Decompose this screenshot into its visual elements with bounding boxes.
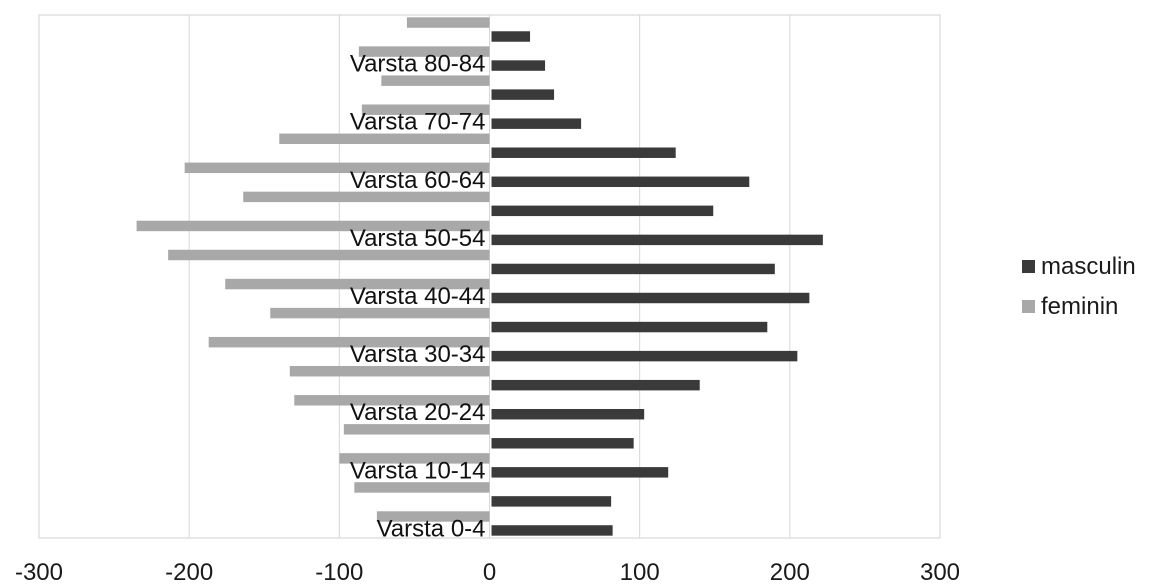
x-tick-label: 0 <box>483 559 496 584</box>
legend-swatch-masculin <box>1022 260 1035 273</box>
x-tick-label: 200 <box>770 559 810 584</box>
bar-feminin <box>208 336 490 348</box>
legend: masculin feminin <box>1022 253 1136 320</box>
category-label: Varsta 20-24 <box>350 399 486 426</box>
bar-feminin <box>294 395 490 406</box>
bar-feminin <box>361 104 490 115</box>
bar-masculin <box>491 263 775 275</box>
category-label: Varsta 40-44 <box>350 283 486 310</box>
bar-feminin <box>289 365 490 377</box>
bar-feminin <box>381 75 490 86</box>
x-tick-label: -200 <box>165 559 213 584</box>
bar-feminin <box>279 133 490 145</box>
legend-swatch-feminin <box>1022 300 1035 313</box>
gridlines <box>38 14 941 539</box>
bar-feminin <box>339 453 490 464</box>
bar-feminin <box>270 307 490 319</box>
category-label: Varsta 10-14 <box>350 457 486 484</box>
bar-feminin <box>343 424 490 435</box>
bar-masculin <box>491 525 613 536</box>
bar-feminin <box>136 220 490 232</box>
category-label: Varsta 50-54 <box>350 225 486 252</box>
x-tick-label: 300 <box>920 559 960 584</box>
bar-feminin <box>354 482 490 493</box>
x-tick-label: -300 <box>15 559 63 584</box>
legend-label-masculin: masculin <box>1041 253 1136 280</box>
bar-masculin <box>491 89 555 100</box>
bar-masculin <box>491 350 798 362</box>
x-tick-label: -100 <box>315 559 363 584</box>
bar-feminin <box>243 191 490 203</box>
category-labels: Varsta 0-4 Varsta 10-14 Varsta 20-24 Varsta… <box>350 51 486 543</box>
category-label: Varsta 70-74 <box>350 109 486 136</box>
bar-masculin <box>491 496 612 507</box>
bar-feminin <box>168 249 490 261</box>
bar-masculin <box>491 408 645 420</box>
category-label: Varsta 80-84 <box>350 51 486 78</box>
bar-masculin <box>491 176 750 188</box>
bar-masculin <box>491 60 546 71</box>
bar-feminin <box>225 278 490 290</box>
bar-feminin <box>358 46 490 57</box>
category-label: Varsta 60-64 <box>350 167 486 194</box>
bar-feminin <box>184 162 490 174</box>
bar-feminin <box>376 511 490 522</box>
bar-masculin <box>491 467 669 478</box>
bar-masculin <box>491 379 700 391</box>
category-label: Varsta 0-4 <box>377 515 486 542</box>
bar-masculin <box>491 234 823 246</box>
bar-masculin <box>491 118 582 129</box>
bar-masculin <box>491 205 714 217</box>
legend-label-feminin: feminin <box>1041 293 1118 320</box>
bar-feminin <box>406 17 490 28</box>
category-label: Varsta 30-34 <box>350 341 486 368</box>
x-tick-label: 100 <box>620 559 660 584</box>
bars <box>136 17 823 536</box>
x-axis-tick-labels: -300 -200 -100 0 100 200 300 <box>15 559 960 584</box>
bar-masculin <box>491 147 676 158</box>
bar-masculin <box>491 321 768 333</box>
bar-masculin <box>491 31 531 42</box>
bar-masculin <box>491 292 810 304</box>
bar-masculin <box>491 438 634 449</box>
